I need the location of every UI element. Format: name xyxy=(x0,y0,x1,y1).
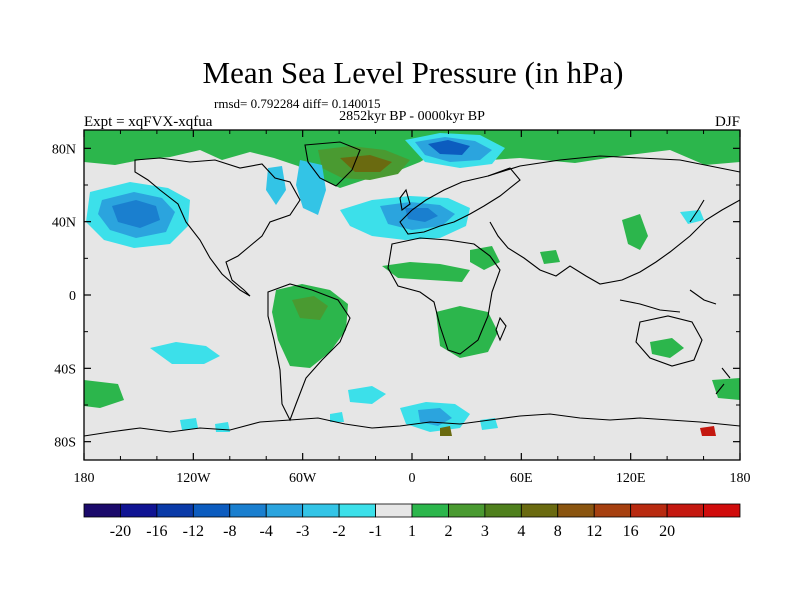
colorbar xyxy=(83,503,741,518)
colorbar-label: -3 xyxy=(296,523,309,540)
coast-north-america xyxy=(134,157,301,297)
coast-uk xyxy=(399,188,411,211)
colorbar-label: -12 xyxy=(183,523,204,540)
colorbar-swatch xyxy=(630,503,668,518)
stats-text: rmsd= 0.792284 diff= 0.140015 xyxy=(214,96,380,111)
arabia-high xyxy=(540,250,560,264)
colorbar-swatch xyxy=(120,503,158,518)
colorbar-label: 3 xyxy=(481,523,489,540)
colorbar-label: 16 xyxy=(623,523,639,540)
north-atlantic-low-core xyxy=(405,208,438,222)
colorbar-swatch xyxy=(484,503,522,518)
coast-greenland xyxy=(304,141,361,187)
coast-europe xyxy=(399,167,521,235)
y-tick-label: 80S xyxy=(54,436,76,451)
southern-ocean-high-west xyxy=(84,380,124,408)
experiment-label: Expt = xqFVX-xqfua xyxy=(84,114,213,130)
x-tick-label: 60W xyxy=(289,471,317,486)
antarctic-low-inner xyxy=(418,408,452,426)
antarctic-patch-1 xyxy=(180,418,198,430)
coast-antarctica xyxy=(84,413,740,437)
colorbar-swatch xyxy=(411,503,449,518)
south-pacific-low-region xyxy=(150,342,220,364)
colorbar-label: 8 xyxy=(554,523,562,540)
anomaly-layer xyxy=(84,130,740,436)
coast-indonesia xyxy=(619,289,717,313)
south-atlantic-low-region xyxy=(348,386,386,404)
hudson-low-region xyxy=(266,166,286,205)
colorbar-label: -2 xyxy=(332,523,345,540)
colorbar-label: 20 xyxy=(659,523,675,540)
antarctic-patch-6 xyxy=(440,426,452,436)
colorbar-label: 4 xyxy=(517,523,525,540)
coast-south-america xyxy=(267,283,351,422)
x-axis: 180 120W 60W 0 60E 120E 180 xyxy=(74,130,751,486)
southern-ocean-high-east xyxy=(712,378,740,400)
central-africa-high xyxy=(382,262,470,282)
colorbar-swatch xyxy=(229,503,267,518)
colorbar-label: 2 xyxy=(444,523,452,540)
arctic-siberia-low-core xyxy=(428,140,470,155)
antarctic-patch-5 xyxy=(700,426,716,436)
sahara-high xyxy=(470,246,500,270)
coast-new-zealand xyxy=(715,367,731,395)
colorbar-swatch xyxy=(703,503,741,518)
colorbar-label: 12 xyxy=(586,523,602,540)
season-label: DJF xyxy=(715,114,740,130)
colorbar-swatch xyxy=(302,503,340,518)
coast-africa xyxy=(387,237,501,355)
coast-asia xyxy=(487,155,740,285)
coast-japan xyxy=(689,199,705,223)
y-tick-label: 40N xyxy=(52,216,76,231)
x-tick-label: 120E xyxy=(616,471,646,486)
colorbar-swatch xyxy=(448,503,486,518)
colorbar-label: -20 xyxy=(110,523,131,540)
southern-africa-high-region xyxy=(436,306,498,358)
australia-high xyxy=(650,338,684,358)
colorbar-swatch xyxy=(557,503,595,518)
colorbar-swatch xyxy=(83,503,121,518)
arctic-positive-region xyxy=(84,130,740,188)
x-tick-label: 60E xyxy=(510,471,533,486)
south-america-high-region xyxy=(272,284,348,368)
coast-madagascar xyxy=(495,316,507,342)
colorbar-swatch xyxy=(593,503,632,518)
colorbar-label: -4 xyxy=(260,523,273,540)
colorbar-swatch xyxy=(192,503,231,518)
chart-subtitle: 2852kyr BP - 0000kyr BP xyxy=(339,109,485,124)
map-panel xyxy=(83,129,741,461)
x-tick-label: 0 xyxy=(409,471,416,486)
colorbar-swatch xyxy=(520,503,559,518)
labrador-low-region xyxy=(296,160,326,215)
y-tick-label: 80N xyxy=(52,142,76,157)
x-tick-label: 180 xyxy=(74,471,95,486)
antarctic-patch-4 xyxy=(330,412,344,422)
colorbar-swatch xyxy=(265,503,304,518)
colorbar-label: -16 xyxy=(146,523,167,540)
coast-australia xyxy=(635,315,703,367)
east-asia-low-patch xyxy=(680,210,704,224)
y-tick-label: 40S xyxy=(54,362,76,377)
colorbar-label: 1 xyxy=(408,523,416,540)
north-pacific-low-core xyxy=(112,200,160,228)
colorbar-labels: -20 -16 -12 -8 -4 -3 -2 -1 1 2 3 4 8 12 16 20 xyxy=(110,523,675,540)
asia-high xyxy=(622,214,648,250)
south-america-high-inner xyxy=(292,296,328,320)
colorbar-swatch xyxy=(666,503,704,518)
x-tick-label: 120W xyxy=(176,471,211,486)
colorbar-swatch xyxy=(338,503,376,518)
map-background xyxy=(84,130,740,460)
coastline-layer xyxy=(84,141,740,437)
colorbar-label: -8 xyxy=(223,523,236,540)
colorbar-swatch xyxy=(375,503,413,518)
y-tick-label: 0 xyxy=(69,289,76,304)
y-axis: 80N 40N 0 40S 80S xyxy=(52,142,740,451)
colorbar-label: -1 xyxy=(369,523,382,540)
colorbar-swatch xyxy=(156,503,194,518)
x-tick-label: 180 xyxy=(730,471,751,486)
chart-title: Mean Sea Level Pressure (in hPa) xyxy=(203,55,624,90)
